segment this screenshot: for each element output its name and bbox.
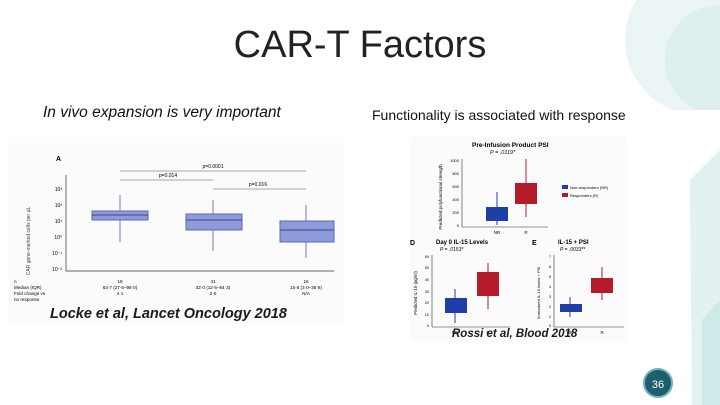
y-tick: 10⁻² bbox=[52, 267, 62, 273]
p-value: P = .0153* bbox=[440, 247, 464, 253]
p-value: p=0.016 bbox=[249, 182, 267, 188]
box-r bbox=[591, 267, 613, 300]
y-tick: 10² bbox=[55, 203, 63, 209]
box-group-3 bbox=[279, 205, 335, 258]
legend-label: Responders (R) bbox=[570, 193, 599, 198]
x-label: NR bbox=[452, 330, 458, 335]
x-label: NR bbox=[567, 330, 573, 335]
legend-label: Non-responders (NR) bbox=[570, 185, 609, 190]
y-tick: 3 bbox=[549, 295, 551, 299]
y-tick: 800 bbox=[452, 171, 459, 176]
y-tick: 10 bbox=[425, 313, 429, 317]
right-figure: Pre-Infusion Product PSI P = .0119* Pred… bbox=[410, 137, 627, 342]
y-tick: 1000 bbox=[450, 158, 460, 163]
legend-swatch-nr bbox=[562, 185, 568, 189]
panel-label: E bbox=[532, 240, 537, 247]
y-axis-label: Predicted polyfunctional strength bbox=[438, 164, 443, 230]
p-value: p=0.0001 bbox=[203, 164, 224, 170]
y-tick: 1 bbox=[549, 315, 551, 319]
group-fold: 4·1 bbox=[117, 291, 124, 296]
x-label: R bbox=[524, 230, 528, 235]
panel-label: A bbox=[56, 156, 61, 163]
y-tick: 400 bbox=[452, 197, 459, 202]
panel-title: IL-15 + PSI bbox=[558, 240, 589, 246]
group-n: 18 bbox=[117, 279, 123, 284]
y-tick: 50 bbox=[425, 266, 429, 270]
corner-decoration-bottom bbox=[690, 150, 720, 405]
left-heading: In vivo expansion is very important bbox=[43, 104, 281, 121]
right-boxplots: Pre-Infusion Product PSI P = .0119* Pred… bbox=[410, 142, 624, 335]
x-label: NR bbox=[494, 230, 501, 235]
box-r bbox=[515, 159, 537, 217]
y-axis-label: CAR gene-marked cells per µL bbox=[26, 207, 32, 276]
row-label: n bbox=[14, 279, 17, 284]
right-citation: Rossi et al, Blood 2018 bbox=[452, 328, 578, 340]
x-label: R bbox=[486, 330, 489, 335]
legend-swatch-r bbox=[562, 193, 568, 197]
y-tick: 10³ bbox=[55, 187, 63, 193]
y-tick: 4 bbox=[549, 285, 551, 289]
y-tick: 60 bbox=[425, 255, 429, 259]
group-median: 32·0 (12·6–64·3) bbox=[196, 285, 231, 290]
y-tick: 5 bbox=[549, 275, 551, 279]
y-tick: 10⁰ bbox=[54, 235, 62, 241]
y-tick: 2 bbox=[549, 305, 551, 309]
group-median: 63·7 (27·6–98·0) bbox=[103, 285, 138, 290]
y-tick: 10¹ bbox=[55, 219, 63, 225]
group-n: 41 bbox=[210, 279, 216, 284]
y-tick: 0 bbox=[549, 324, 551, 328]
group-median: 15·8 (3·0–35·8) bbox=[290, 285, 322, 290]
y-tick: 6 bbox=[549, 265, 551, 269]
y-tick: 40 bbox=[425, 278, 429, 282]
p-value: p=0.014 bbox=[159, 173, 177, 179]
corner-decoration-top bbox=[625, 0, 720, 110]
group-n: 16 bbox=[303, 279, 309, 284]
box-group-2 bbox=[185, 200, 243, 251]
y-tick: 7 bbox=[549, 255, 551, 259]
page-number-badge: 36 bbox=[643, 368, 673, 398]
left-figure: A CAR gene-marked cells per µL 10³ 10² 1… bbox=[8, 143, 344, 323]
box-nr bbox=[486, 192, 508, 225]
left-boxplot: A CAR gene-marked cells per µL 10³ 10² 1… bbox=[14, 156, 335, 322]
p-value: P = .0119* bbox=[490, 150, 516, 156]
row-label: no response bbox=[14, 297, 40, 302]
box-nr bbox=[445, 289, 467, 323]
box-r bbox=[477, 263, 499, 309]
y-axis-label: Normalized IL-15 levels + PSI bbox=[536, 267, 541, 320]
box-nr bbox=[560, 297, 582, 317]
row-label: Fold change vs bbox=[14, 291, 46, 296]
box-group-1 bbox=[91, 195, 149, 242]
slide-title: CAR-T Factors bbox=[233, 24, 487, 66]
panel-title: Day 0 IL-15 Levels bbox=[436, 240, 489, 246]
y-tick: 0 bbox=[427, 324, 429, 328]
y-tick: 200 bbox=[452, 210, 459, 215]
p-value: P = .0033** bbox=[560, 247, 586, 253]
panel-label: D bbox=[410, 240, 415, 247]
group-fold: 2·0 bbox=[210, 291, 217, 296]
y-axis-label: Predicted IL-15 (pg/ml) bbox=[413, 271, 418, 315]
row-label: Median (IQR) bbox=[14, 285, 42, 290]
right-heading: Functionality is associated with respons… bbox=[372, 107, 626, 123]
y-tick: 0 bbox=[457, 223, 460, 228]
y-tick: 10⁻¹ bbox=[52, 251, 62, 257]
y-tick: 600 bbox=[452, 184, 459, 189]
left-citation: Locke et al, Lancet Oncology 2018 bbox=[50, 306, 288, 322]
x-label: R bbox=[600, 330, 603, 335]
panel-title: Pre-Infusion Product PSI bbox=[472, 142, 549, 149]
group-fold: N/A bbox=[302, 291, 311, 296]
y-tick: 30 bbox=[425, 290, 429, 294]
y-tick: 20 bbox=[425, 301, 429, 305]
